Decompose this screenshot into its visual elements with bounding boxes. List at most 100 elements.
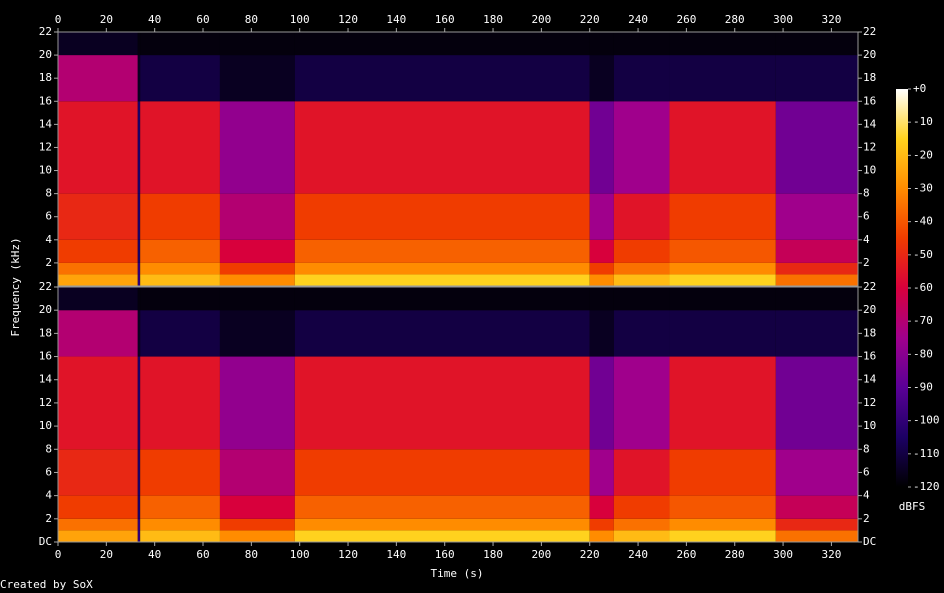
x-tick-label: 220 <box>580 548 600 561</box>
heatmap-cell <box>58 262 138 275</box>
heatmap-cell <box>140 32 220 56</box>
heatmap-cell <box>669 310 776 357</box>
colorbar-tick-label: -50 <box>913 248 933 261</box>
heatmap-cell <box>294 55 590 102</box>
heatmap-cell <box>137 239 141 263</box>
colorbar-tick-label: -110 <box>913 447 940 460</box>
x-tick-label: 300 <box>773 13 793 26</box>
heatmap-cell <box>219 356 295 450</box>
y-tick-label: DC <box>863 535 876 548</box>
y-tick-label: 8 <box>863 442 870 455</box>
x-tick-label: 220 <box>580 13 600 26</box>
y-tick-label: 10 <box>863 419 876 432</box>
heatmap-cell <box>58 356 138 450</box>
y-tick-label: 18 <box>39 71 52 84</box>
y-tick-label: 14 <box>39 117 53 130</box>
x-tick-label: 240 <box>628 548 648 561</box>
y-tick-label: 8 <box>45 442 52 455</box>
heatmap-cell <box>140 55 220 102</box>
heatmap-cell <box>137 530 141 542</box>
y-tick-label: 2 <box>45 512 52 525</box>
x-tick-label: 280 <box>725 548 745 561</box>
heatmap-cell <box>589 518 614 531</box>
x-tick-label: 260 <box>676 13 696 26</box>
heatmap-cell <box>613 495 670 519</box>
heatmap-cell <box>137 193 141 240</box>
y-tick-label: 20 <box>863 48 876 61</box>
heatmap-cell <box>294 449 590 496</box>
y-tick-label: DC <box>39 535 52 548</box>
heatmap-cell <box>589 55 614 102</box>
heatmap-cell <box>775 495 858 519</box>
heatmap-cell <box>219 55 295 102</box>
heatmap-cell <box>137 449 141 496</box>
x-tick-label: 120 <box>338 548 358 561</box>
x-tick-label: 140 <box>386 548 406 561</box>
heatmap-cell <box>58 239 138 263</box>
heatmap-cell <box>613 193 670 240</box>
heatmap-cell <box>775 530 858 542</box>
heatmap-cell <box>589 310 614 357</box>
heatmap-cell <box>137 310 141 357</box>
heatmap-cell <box>294 193 590 240</box>
heatmap-cell <box>219 262 295 275</box>
heatmap-cell <box>669 193 776 240</box>
heatmap-cell <box>589 356 614 450</box>
heatmap-cell <box>140 262 220 275</box>
heatmap-cell <box>140 193 220 240</box>
x-tick-label: 60 <box>196 548 209 561</box>
x-tick-label: 80 <box>245 13 258 26</box>
heatmap-cell <box>775 101 858 194</box>
heatmap-cell <box>775 518 858 531</box>
heatmap-cell <box>589 449 614 496</box>
x-tick-label: 280 <box>725 13 745 26</box>
heatmap-cell <box>589 193 614 240</box>
colorbar-tick-label: -60 <box>913 281 933 294</box>
heatmap-cell <box>58 101 138 194</box>
y-axis-label: Frequency (kHz) <box>9 237 22 336</box>
y-tick-label: 20 <box>39 48 52 61</box>
y-tick-label: 8 <box>863 187 870 200</box>
heatmap-cell <box>58 55 138 102</box>
y-tick-label: 14 <box>863 117 877 130</box>
heatmap-cell <box>613 262 670 275</box>
heatmap-cell <box>613 310 670 357</box>
colorbar-tick-label: -120 <box>913 480 940 493</box>
heatmap-cell <box>775 193 858 240</box>
y-tick-label: 20 <box>39 303 52 316</box>
heatmap-cell <box>58 193 138 240</box>
y-tick-label: 14 <box>39 373 53 386</box>
heatmap-cell <box>613 518 670 531</box>
heatmap-cell <box>294 518 590 531</box>
heatmap-cell <box>219 530 295 542</box>
y-tick-label: 12 <box>863 140 876 153</box>
y-tick-label: 10 <box>863 164 876 177</box>
x-tick-label: 20 <box>100 13 113 26</box>
y-tick-label: 22 <box>39 280 52 293</box>
x-tick-label: 180 <box>483 13 503 26</box>
heatmap-cell <box>613 287 670 311</box>
heatmap-cell <box>140 449 220 496</box>
heatmap-cell <box>669 356 776 450</box>
x-tick-label: 160 <box>435 13 455 26</box>
heatmap-cell <box>219 274 295 286</box>
heatmap-cell <box>589 274 614 286</box>
x-tick-label: 200 <box>531 548 551 561</box>
y-tick-label: 12 <box>39 140 52 153</box>
heatmap-cell <box>219 495 295 519</box>
y-tick-label: 18 <box>863 71 876 84</box>
x-tick-label: 100 <box>290 13 310 26</box>
y-tick-label: 16 <box>863 350 876 363</box>
heatmap-cell <box>775 356 858 450</box>
heatmap-cell <box>58 495 138 519</box>
heatmap-cell <box>219 449 295 496</box>
heatmap-cell <box>589 287 614 311</box>
colorbar-tick-label: -30 <box>913 182 933 195</box>
heatmap-cell <box>589 530 614 542</box>
heatmap-cell <box>613 239 670 263</box>
heatmap-cell <box>589 101 614 194</box>
heatmap-cell <box>669 239 776 263</box>
heatmap-cell <box>137 32 141 56</box>
y-tick-label: 20 <box>863 303 876 316</box>
